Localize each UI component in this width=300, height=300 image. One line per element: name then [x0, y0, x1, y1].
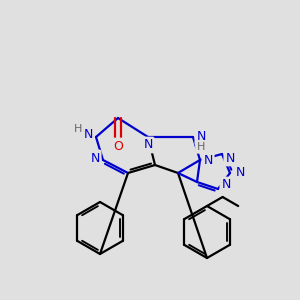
Text: N: N — [221, 178, 231, 191]
Text: N: N — [143, 139, 153, 152]
Text: N: N — [225, 152, 235, 164]
Text: H: H — [197, 142, 205, 152]
Text: H: H — [74, 124, 82, 134]
Text: N: N — [196, 130, 206, 143]
Text: O: O — [113, 140, 123, 152]
Text: N: N — [203, 154, 213, 166]
Text: N: N — [90, 152, 100, 164]
Text: N: N — [235, 167, 245, 179]
Text: N: N — [83, 128, 93, 142]
